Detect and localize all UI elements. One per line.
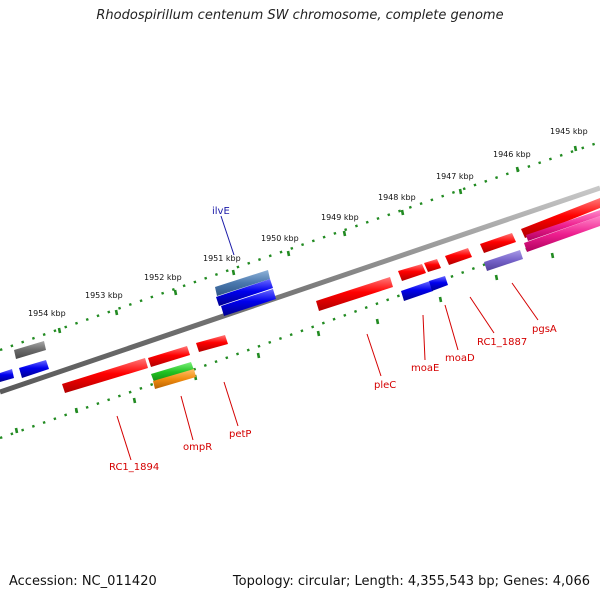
gene-feature[interactable]	[484, 250, 523, 271]
gene-label-moaE[interactable]: moaE	[411, 363, 439, 374]
kbp-label: 1953 kbp	[85, 291, 123, 300]
kbp-label: 1945 kbp	[550, 127, 588, 136]
kbp-label: 1949 kbp	[321, 213, 359, 222]
gene-label-ilvE[interactable]: ilvE	[212, 206, 230, 217]
gene-labels: ilvE RC1_1894 ompR petP pleC moaE moaD R…	[109, 206, 557, 473]
gene-feature[interactable]	[196, 335, 228, 352]
outer-ruler	[0, 140, 600, 352]
forward-strand-genes	[0, 198, 600, 382]
map-title: Rhodospirillum centenum SW chromosome, c…	[96, 8, 504, 23]
gene-feature[interactable]	[151, 362, 194, 382]
gene-label-RC1_1887[interactable]: RC1_1887	[477, 337, 527, 348]
gene-feature[interactable]	[401, 281, 433, 301]
gene-feature[interactable]	[62, 358, 148, 393]
gene-feature[interactable]	[424, 259, 441, 272]
gene-label-petP[interactable]: petP	[229, 429, 251, 440]
gene-feature[interactable]	[148, 346, 190, 367]
gene-feature[interactable]	[216, 279, 273, 306]
gene-label-pleC[interactable]: pleC	[374, 380, 396, 391]
kbp-label: 1951 kbp	[203, 254, 241, 263]
kbp-label: 1948 kbp	[378, 193, 416, 202]
gene-feature[interactable]	[316, 277, 393, 311]
gene-label-pgsA[interactable]: pgsA	[532, 324, 557, 335]
gene-feature[interactable]	[153, 369, 196, 389]
gene-feature[interactable]	[215, 270, 270, 296]
kbp-label: 1952 kbp	[144, 273, 182, 282]
gene-feature[interactable]	[524, 216, 600, 252]
gene-feature[interactable]	[14, 341, 46, 359]
kbp-label: 1946 kbp	[493, 150, 531, 159]
kbp-label: 1950 kbp	[261, 234, 299, 243]
gene-feature[interactable]	[526, 210, 600, 241]
gene-label-moaD[interactable]: moaD	[445, 353, 475, 364]
gene-feature[interactable]	[221, 289, 276, 316]
accession-text: Accession: NC_011420	[9, 574, 157, 589]
gene-feature[interactable]	[0, 369, 14, 382]
kbp-label: 1947 kbp	[436, 172, 474, 181]
gene-feature[interactable]	[398, 264, 426, 281]
gene-feature[interactable]	[521, 198, 600, 238]
kbp-labels: 1954 kbp 1953 kbp 1952 kbp 1951 kbp 1950…	[28, 127, 588, 318]
label-leaders	[116, 215, 539, 461]
reverse-strand-genes	[62, 210, 600, 393]
gene-label-RC1_1894[interactable]: RC1_1894	[109, 462, 159, 473]
gene-feature[interactable]	[19, 360, 49, 378]
gene-label-ompR[interactable]: ompR	[183, 442, 212, 453]
genome-summary-text: Topology: circular; Length: 4,355,543 bp…	[232, 574, 590, 589]
gene-feature[interactable]	[429, 276, 448, 291]
gene-feature[interactable]	[480, 233, 516, 253]
outer-ruler-major-ticks	[57, 145, 578, 334]
kbp-label: 1954 kbp	[28, 309, 66, 318]
gene-feature[interactable]	[445, 248, 472, 265]
inner-ruler-major-ticks	[14, 252, 555, 434]
chromosome-backbone	[0, 185, 600, 395]
